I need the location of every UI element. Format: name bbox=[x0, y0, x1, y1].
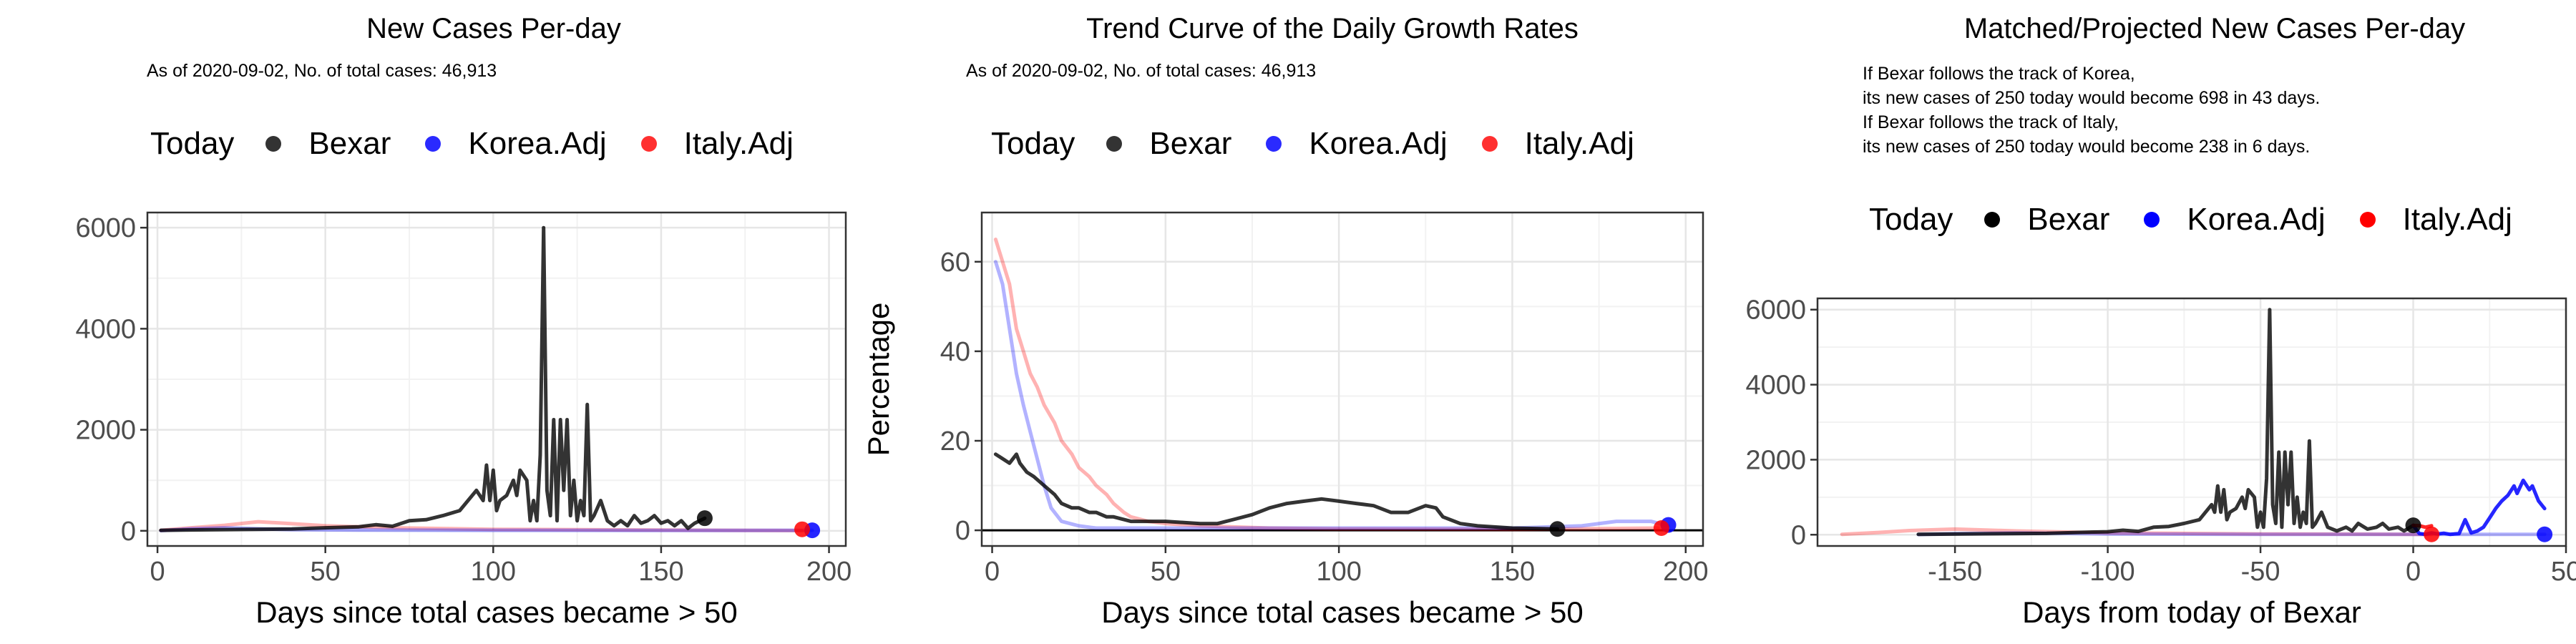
series-line-italyadj bbox=[1840, 527, 2434, 537]
y-tick-label: 2000 bbox=[75, 416, 136, 446]
x-tick-label: -150 bbox=[1928, 557, 1982, 587]
today-point-italyadj bbox=[2424, 526, 2440, 542]
legend-label-italy: Italy.Adj bbox=[683, 126, 794, 161]
subtitle-line: its new cases of 250 today would become … bbox=[1863, 88, 2321, 108]
plot-border bbox=[980, 211, 1704, 547]
today-point-bexar bbox=[696, 510, 713, 527]
plot-border bbox=[146, 211, 847, 547]
x-tick-label: -50 bbox=[2241, 557, 2280, 587]
panel-subtitle: As of 2020-09-02, No. of total cases: 46… bbox=[966, 59, 1316, 83]
chart-growth-rates: 0 50 100 150 200 0 20 40 60 Days since total case… bbox=[862, 211, 1708, 629]
y-tick-label: 60 bbox=[940, 248, 970, 278]
legend-title: Today bbox=[150, 126, 235, 161]
x-tick-label: 150 bbox=[638, 557, 683, 587]
legend-dot-italy bbox=[640, 136, 657, 152]
y-tick-label: 40 bbox=[940, 337, 970, 367]
panel-new-cases: New Cases Per-day As of 2020-09-02, No. … bbox=[0, 0, 859, 644]
panel-title: New Cases Per-day bbox=[366, 13, 621, 44]
x-tick-label: 0 bbox=[985, 557, 1000, 587]
series-line-bexar bbox=[159, 225, 707, 532]
x-tick-label: 150 bbox=[1490, 557, 1535, 587]
legend-label-korea: Korea.Adj bbox=[2187, 202, 2326, 237]
x-tick-label: 50 bbox=[1151, 557, 1181, 587]
y-tick-label: 6000 bbox=[75, 213, 136, 243]
legend-dot-korea bbox=[2144, 212, 2160, 228]
plot-border bbox=[1816, 297, 2567, 547]
x-tick-label: 200 bbox=[806, 557, 852, 587]
legend: Today Bexar Korea.Adj Italy.Adj bbox=[150, 126, 828, 162]
legend-title: Today bbox=[1869, 202, 1953, 237]
legend-label-korea: Korea.Adj bbox=[468, 126, 607, 161]
x-tick-label: 200 bbox=[1663, 557, 1708, 587]
x-tick-label: 50 bbox=[2551, 557, 2576, 587]
subtitle-line: its new cases of 250 today would become … bbox=[1863, 137, 2311, 157]
today-point-bexar bbox=[2405, 517, 2421, 534]
today-point-bexar bbox=[1549, 521, 1566, 537]
legend-label-bexar: Bexar bbox=[2027, 202, 2110, 237]
panel-title: Matched/Projected New Cases Per-day bbox=[1963, 13, 2466, 44]
x-tick-label: -100 bbox=[2081, 557, 2135, 587]
y-tick-label: 6000 bbox=[1745, 296, 1806, 326]
subtitle-line: If Bexar follows the track of Korea, bbox=[1863, 64, 2135, 84]
y-tick-label: 4000 bbox=[1745, 371, 1806, 401]
subtitle-line: If Bexar follows the track of Italy, bbox=[1863, 112, 2119, 132]
x-tick-label: 0 bbox=[2406, 557, 2421, 587]
series-line-bexar bbox=[993, 452, 1559, 531]
x-tick-label: 0 bbox=[150, 557, 165, 587]
series-line-italyadj bbox=[993, 238, 1660, 532]
legend-dot-bexar bbox=[1106, 136, 1123, 152]
y-tick-label: 2000 bbox=[1745, 445, 1806, 475]
panel-subtitle: As of 2020-09-02, No. of total cases: 46… bbox=[147, 59, 497, 83]
x-axis-label: Days since total cases became > 50 bbox=[255, 595, 738, 629]
x-tick-label: 100 bbox=[471, 557, 516, 587]
x-tick-label: 100 bbox=[1316, 557, 1361, 587]
legend-title: Today bbox=[991, 126, 1075, 161]
today-point-italyadj bbox=[1653, 519, 1669, 536]
legend-label-italy: Italy.Adj bbox=[2402, 202, 2512, 237]
x-axis-label: Days since total cases became > 50 bbox=[1101, 595, 1584, 629]
legend-dot-italy bbox=[2359, 212, 2376, 228]
legend-dot-korea bbox=[1266, 136, 1282, 152]
panel-growth-rates: Trend Curve of the Daily Growth Rates As… bbox=[862, 13, 1708, 629]
legend-label-korea: Korea.Adj bbox=[1309, 126, 1448, 161]
y-tick-label: 20 bbox=[940, 426, 970, 457]
x-axis-label: Days from today of Bexar bbox=[2022, 595, 2361, 629]
y-tick-label: 0 bbox=[1791, 520, 1806, 550]
legend-label-bexar: Bexar bbox=[308, 126, 391, 161]
legend-dot-korea bbox=[425, 136, 441, 152]
legend: Today Bexar Korea.Adj Italy.Adj bbox=[991, 126, 1669, 162]
y-tick-label: 4000 bbox=[75, 314, 136, 344]
series-line-italyadj bbox=[159, 519, 804, 532]
y-tick-label: 0 bbox=[955, 516, 970, 546]
subtitle-line: As of 2020-09-02, No. of total cases: 46… bbox=[966, 61, 1317, 81]
legend-dot-bexar bbox=[1984, 212, 2001, 228]
series-line-koreaadj bbox=[993, 260, 1670, 530]
legend-dot-italy bbox=[1481, 136, 1498, 152]
legend-label-bexar: Bexar bbox=[1149, 126, 1232, 161]
y-axis-label: Percentage bbox=[862, 303, 895, 457]
legend-dot-bexar bbox=[265, 136, 282, 152]
x-tick-label: 50 bbox=[311, 557, 341, 587]
legend-label-italy: Italy.Adj bbox=[1524, 126, 1634, 161]
today-point-italyadj bbox=[794, 521, 810, 537]
y-tick-label: 0 bbox=[121, 517, 136, 547]
legend: Today Bexar Korea.Adj Italy.Adj bbox=[1869, 202, 2547, 238]
subtitle-line: As of 2020-09-02, No. of total cases: 46… bbox=[147, 61, 497, 81]
today-point-koreaadj bbox=[2537, 526, 2553, 542]
series-line-bexar bbox=[1916, 308, 2415, 537]
panel-subtitle: If Bexar follows the track of Korea, its… bbox=[1863, 62, 2320, 159]
panel-title: Trend Curve of the Daily Growth Rates bbox=[1086, 13, 1579, 44]
